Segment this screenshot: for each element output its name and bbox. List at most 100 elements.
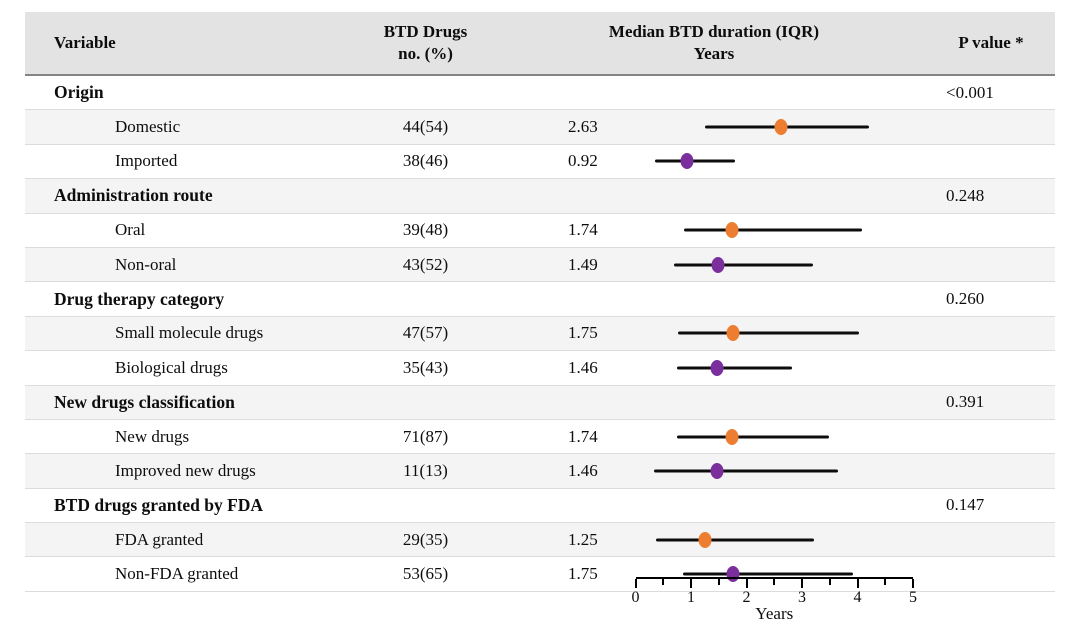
x-axis-major-tick bbox=[801, 579, 803, 588]
forest-plot-strip bbox=[636, 145, 914, 178]
table-header: Variable BTD Drugs no. (%) Median BTD du… bbox=[25, 12, 1055, 76]
column-header-median-duration-line2: Years bbox=[693, 44, 735, 63]
iqr-whisker bbox=[683, 572, 854, 576]
x-axis-minor-tick bbox=[662, 579, 665, 585]
group-label: New drugs classification bbox=[54, 391, 235, 412]
subgroup-label: Biological drugs bbox=[115, 357, 228, 377]
median-value: 1.75 bbox=[568, 323, 598, 343]
x-axis-major-tick bbox=[690, 579, 692, 588]
iqr-whisker bbox=[683, 228, 863, 232]
n-percent-value: 47(57) bbox=[402, 323, 449, 343]
table-row: FDA granted 29(35) 1.25 bbox=[25, 523, 1055, 558]
group-row: BTD drugs granted by FDA 0.147 bbox=[25, 489, 1055, 524]
x-axis-title: Years bbox=[755, 604, 794, 623]
median-dot bbox=[698, 531, 712, 548]
median-value: 1.25 bbox=[568, 529, 598, 549]
subgroup-label: Domestic bbox=[115, 117, 181, 137]
median-dot bbox=[726, 325, 740, 342]
n-percent-value: 44(54) bbox=[402, 117, 449, 137]
forest-plot-strip bbox=[636, 351, 914, 384]
table-body: Origin <0.001 Domestic 44(54) 2.63 Imported 38… bbox=[25, 76, 1055, 592]
iqr-whisker bbox=[673, 263, 813, 267]
x-axis-minor-tick bbox=[828, 579, 831, 585]
x-axis-minor-tick bbox=[717, 579, 720, 585]
subgroup-label: Improved new drugs bbox=[115, 460, 256, 480]
subgroup-label: Non-oral bbox=[115, 254, 177, 274]
table-row: Domestic 44(54) 2.63 bbox=[25, 110, 1055, 145]
forest-plot-strip bbox=[636, 317, 914, 350]
forest-plot-strip bbox=[636, 214, 914, 247]
x-axis-major-tick bbox=[856, 579, 859, 588]
group-row: Drug therapy category 0.260 bbox=[25, 282, 1055, 317]
n-percent-value: 71(87) bbox=[402, 426, 449, 446]
forest-plot-strip bbox=[636, 110, 914, 143]
forest-plot-strip bbox=[636, 557, 914, 590]
x-axis-tick-label: 0 bbox=[631, 589, 640, 606]
median-value: 0.92 bbox=[568, 151, 598, 171]
subgroup-label: Imported bbox=[115, 151, 178, 171]
x-axis-major-tick bbox=[912, 579, 914, 588]
group-label: Origin bbox=[54, 82, 104, 103]
table-row: Improved new drugs 11(13) 1.46 bbox=[25, 454, 1055, 489]
median-dot bbox=[710, 462, 724, 479]
column-header-btd-drugs: BTD Drugs no. (%) bbox=[328, 12, 523, 74]
group-label: Drug therapy category bbox=[54, 288, 225, 309]
iqr-whisker bbox=[656, 538, 814, 542]
x-axis-tick-label: 1 bbox=[687, 589, 695, 606]
p-value: 0.260 bbox=[946, 289, 985, 309]
forest-plot-strip bbox=[636, 420, 914, 453]
table-row: Oral 39(48) 1.74 bbox=[25, 214, 1055, 248]
column-header-variable-label: Variable bbox=[54, 32, 116, 52]
table-row: Imported 38(46) 0.92 bbox=[25, 145, 1055, 180]
median-value: 1.49 bbox=[568, 254, 598, 274]
group-row: New drugs classification 0.391 bbox=[25, 385, 1055, 420]
n-percent-value: 53(65) bbox=[402, 564, 449, 584]
n-percent-value: 38(46) bbox=[402, 151, 449, 171]
iqr-whisker bbox=[654, 159, 736, 163]
median-dot bbox=[726, 566, 740, 583]
table-row: Biological drugs 35(43) 1.46 bbox=[25, 351, 1055, 386]
median-dot bbox=[680, 153, 694, 170]
group-row: Origin <0.001 bbox=[25, 76, 1055, 111]
median-value: 1.74 bbox=[568, 426, 598, 446]
iqr-whisker bbox=[677, 366, 792, 370]
p-value: <0.001 bbox=[946, 82, 994, 102]
median-value: 1.74 bbox=[568, 220, 598, 240]
column-header-median-duration-line1: Median BTD duration (IQR) bbox=[608, 21, 820, 41]
p-value: 0.147 bbox=[946, 495, 985, 515]
subgroup-label: Small molecule drugs bbox=[115, 323, 264, 343]
table-row: New drugs 71(87) 1.74 bbox=[25, 420, 1055, 455]
iqr-whisker bbox=[677, 331, 859, 335]
table-row: Non-FDA granted 53(65) 1.75 bbox=[25, 557, 1055, 592]
median-value: 2.63 bbox=[568, 117, 598, 137]
median-value: 1.75 bbox=[568, 564, 598, 584]
n-percent-value: 39(48) bbox=[402, 220, 449, 240]
n-percent-value: 43(52) bbox=[402, 254, 449, 274]
n-percent-value: 29(35) bbox=[402, 529, 449, 549]
subgroup-label: New drugs bbox=[115, 426, 190, 446]
median-dot bbox=[711, 256, 725, 273]
column-header-variable: Variable bbox=[54, 12, 116, 74]
x-axis-tick-label: 4 bbox=[853, 589, 862, 606]
column-header-p-value: P value * bbox=[945, 12, 1037, 74]
column-header-median-duration: Median BTD duration (IQR) Years bbox=[491, 12, 937, 74]
subgroup-label: Non-FDA granted bbox=[115, 564, 239, 584]
median-value: 1.46 bbox=[568, 357, 598, 377]
x-axis-major-tick bbox=[745, 579, 748, 588]
x-axis-minor-tick bbox=[884, 579, 887, 585]
median-dot bbox=[774, 119, 788, 136]
table-row: Non-oral 43(52) 1.49 bbox=[25, 247, 1055, 283]
subgroup-label: FDA granted bbox=[115, 529, 204, 549]
forest-plot-strip bbox=[636, 523, 914, 556]
forest-plot-strip bbox=[636, 248, 914, 281]
n-percent-value: 11(13) bbox=[403, 460, 448, 480]
p-value: 0.248 bbox=[946, 185, 985, 205]
p-value: 0.391 bbox=[946, 392, 985, 412]
table-row: Small molecule drugs 47(57) 1.75 bbox=[25, 316, 1055, 352]
column-header-btd-drugs-line1: BTD Drugs bbox=[383, 21, 468, 41]
group-label: BTD drugs granted by FDA bbox=[54, 494, 264, 515]
x-axis-tick-label: 5 bbox=[909, 589, 917, 606]
median-dot bbox=[725, 222, 739, 239]
forest-plot-strip bbox=[636, 454, 914, 487]
